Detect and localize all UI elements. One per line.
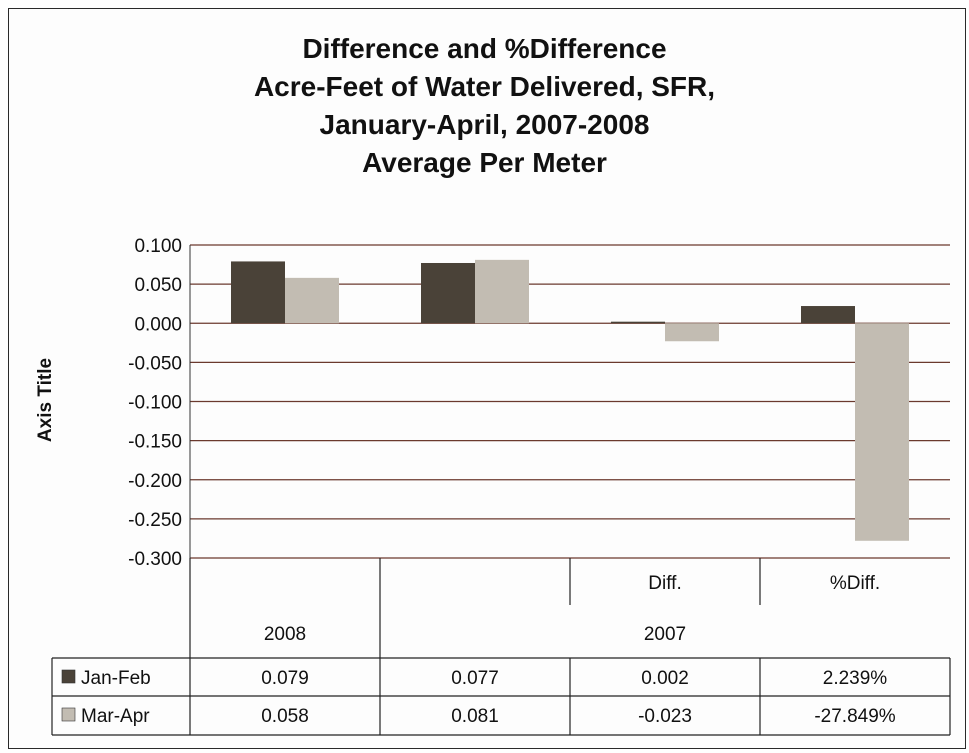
legend-key-jan-feb <box>61 669 76 684</box>
bar-mar-apr-2 <box>665 323 719 342</box>
bar-mar-apr-0 <box>285 277 339 324</box>
table-cell: 2.239% <box>823 668 888 689</box>
bar-mar-apr-3 <box>855 323 909 541</box>
bar-mar-apr-1 <box>475 259 529 324</box>
chart-title-line-3: January-April, 2007-2008 <box>319 109 650 140</box>
chart-title-line-4: Average Per Meter <box>362 147 607 178</box>
bar-jan-feb-0 <box>231 261 285 324</box>
table-cell: 0.002 <box>641 668 689 689</box>
y-tick-label: 0.050 <box>134 275 182 296</box>
y-tick-label: -0.200 <box>128 471 182 492</box>
y-tick-label: -0.300 <box>128 549 182 570</box>
chart-title-line-1: Difference and %Difference <box>302 33 667 64</box>
table-cell: -27.849% <box>814 706 895 727</box>
chart-frame <box>8 8 966 749</box>
legend-label-mar-apr: Mar-Apr <box>81 706 150 727</box>
y-tick-label: -0.150 <box>128 432 182 453</box>
y-tick-label: -0.250 <box>128 510 182 531</box>
y-tick-label: 0.100 <box>134 236 182 257</box>
chart-title: Difference and %Difference Acre-Feet of … <box>0 30 969 182</box>
legend-label-jan-feb: Jan-Feb <box>81 668 151 689</box>
y-tick-label: -0.100 <box>128 393 182 414</box>
category-header-top: Diff. <box>648 573 681 594</box>
category-header-top: %Diff. <box>830 573 880 594</box>
category-header-bottom: 2007 <box>644 624 686 645</box>
table-cell: 0.058 <box>261 706 309 727</box>
table-cell: -0.023 <box>638 706 692 727</box>
table-cell: 0.079 <box>261 668 309 689</box>
category-header-bottom: 2008 <box>264 624 306 645</box>
bar-jan-feb-2 <box>611 321 665 324</box>
y-tick-label: 0.000 <box>134 314 182 335</box>
bar-jan-feb-3 <box>801 306 855 324</box>
table-cell: 0.081 <box>451 706 499 727</box>
legend-key-mar-apr <box>61 707 76 722</box>
y-tick-label: -0.050 <box>128 353 182 374</box>
table-cell: 0.077 <box>451 668 499 689</box>
bar-jan-feb-1 <box>421 262 475 324</box>
chart-title-line-2: Acre-Feet of Water Delivered, SFR, <box>253 71 716 102</box>
